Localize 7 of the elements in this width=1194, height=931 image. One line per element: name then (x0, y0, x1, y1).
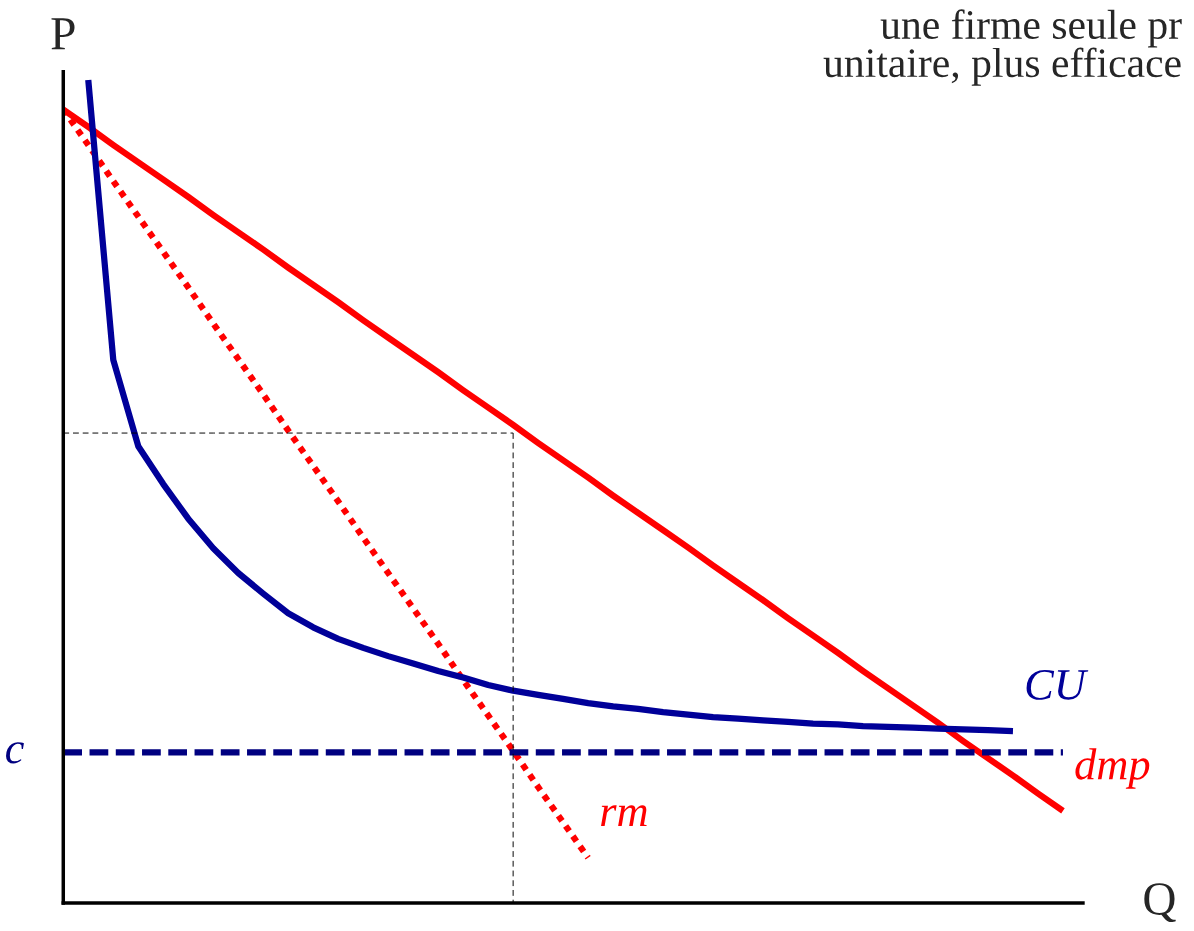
x-axis-title: Q (1144, 883, 1176, 923)
series-label: c (6, 742, 24, 764)
series-label: dmp (1075, 748, 1150, 789)
y-axis-title: P (51, 18, 75, 50)
series-label: rm (601, 805, 647, 827)
series-label: CU (1026, 669, 1089, 700)
annotation: une firme seule pr unitaire, plus efficace (823, 9, 1182, 86)
